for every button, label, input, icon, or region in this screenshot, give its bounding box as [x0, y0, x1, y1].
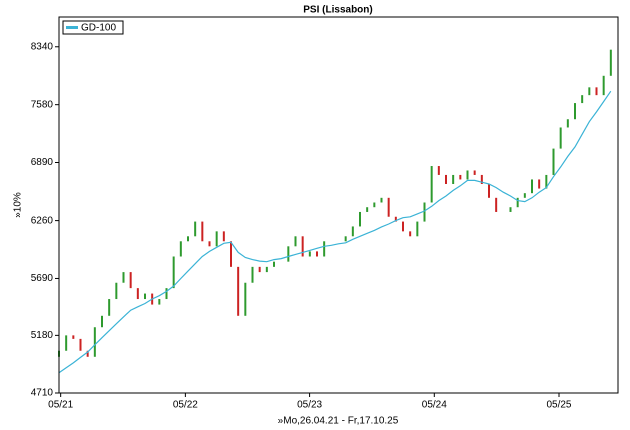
y-tick-label: 5690	[31, 273, 54, 284]
x-tick-label: 05/24	[422, 400, 447, 411]
x-tick-label: 05/23	[297, 400, 322, 411]
plot-frame	[58, 16, 619, 394]
series-line	[58, 90, 612, 374]
y-tick-label: 4710	[31, 388, 54, 399]
x-tick-label: 05/22	[173, 400, 198, 411]
x-tick-label: 05/21	[48, 400, 73, 411]
x-axis-label: »Mo,26.04.21 - Fr,17.10.25	[278, 416, 399, 427]
y-tick-label: 6890	[31, 157, 54, 168]
legend-label: GD-100	[81, 23, 116, 34]
y-tick-label: 5180	[31, 330, 54, 341]
chart-title: PSI (Lissabon)	[303, 5, 372, 16]
y-tick-label: 7580	[31, 99, 54, 110]
y-tick-label: 6260	[31, 215, 54, 226]
y-axis-label: »10%	[13, 192, 24, 218]
y-tick-label: 8340	[31, 41, 54, 52]
x-tick-label: 05/25	[546, 400, 571, 411]
legend-box	[62, 20, 124, 35]
